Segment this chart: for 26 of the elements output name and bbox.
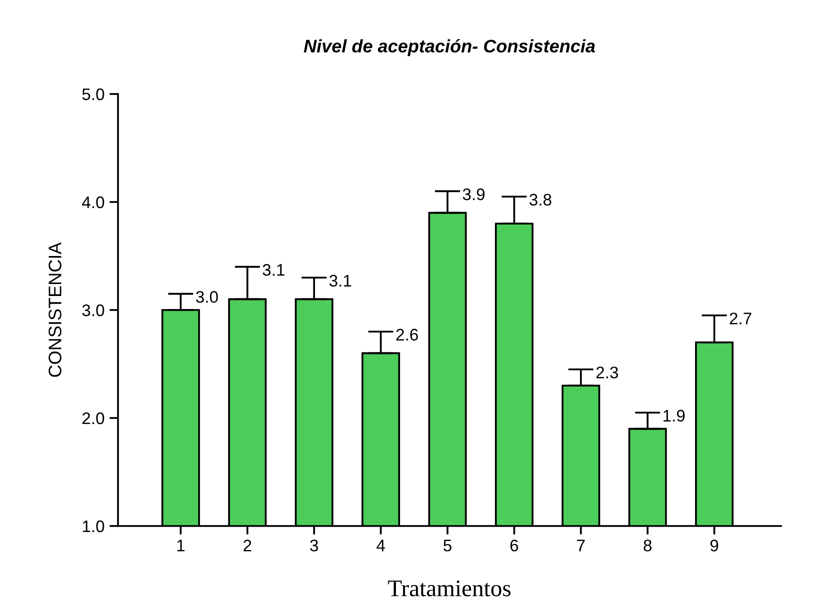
y-tick-label: 1.0 — [82, 520, 104, 532]
data-label: 2.7 — [730, 312, 752, 324]
y-tick-label: 2.0 — [82, 412, 104, 424]
data-label: 3.9 — [462, 188, 485, 200]
x-tick-label: 9 — [710, 540, 718, 552]
data-label: 3.0 — [196, 291, 218, 303]
data-label: 3.8 — [530, 194, 552, 206]
data-label: 2.6 — [396, 328, 418, 341]
x-tick-label: 1 — [177, 540, 185, 552]
data-label: 3.1 — [262, 264, 284, 276]
data-label: 3.1 — [329, 274, 352, 287]
y-tick-label: 3.0 — [82, 304, 104, 316]
x-tick-label: 4 — [376, 540, 385, 552]
x-tick-label: 5 — [444, 540, 452, 552]
x-tick-label: 2 — [244, 540, 252, 552]
x-axis-title: Tratamientos — [388, 580, 511, 596]
y-axis-title: CONSISTENCIA — [48, 242, 62, 377]
data-label: 2.3 — [596, 366, 618, 378]
x-tick-label: 7 — [577, 540, 585, 552]
y-tick-label: 5.0 — [82, 88, 104, 100]
data-label: 1.9 — [664, 410, 685, 422]
x-tick-label: 3 — [310, 540, 318, 552]
x-tick-label: 6 — [510, 540, 518, 552]
y-tick-label: 4.0 — [82, 196, 104, 208]
x-tick-label: 8 — [644, 540, 652, 552]
chart-title: Nivel de aceptación- Consistencia — [304, 39, 595, 56]
